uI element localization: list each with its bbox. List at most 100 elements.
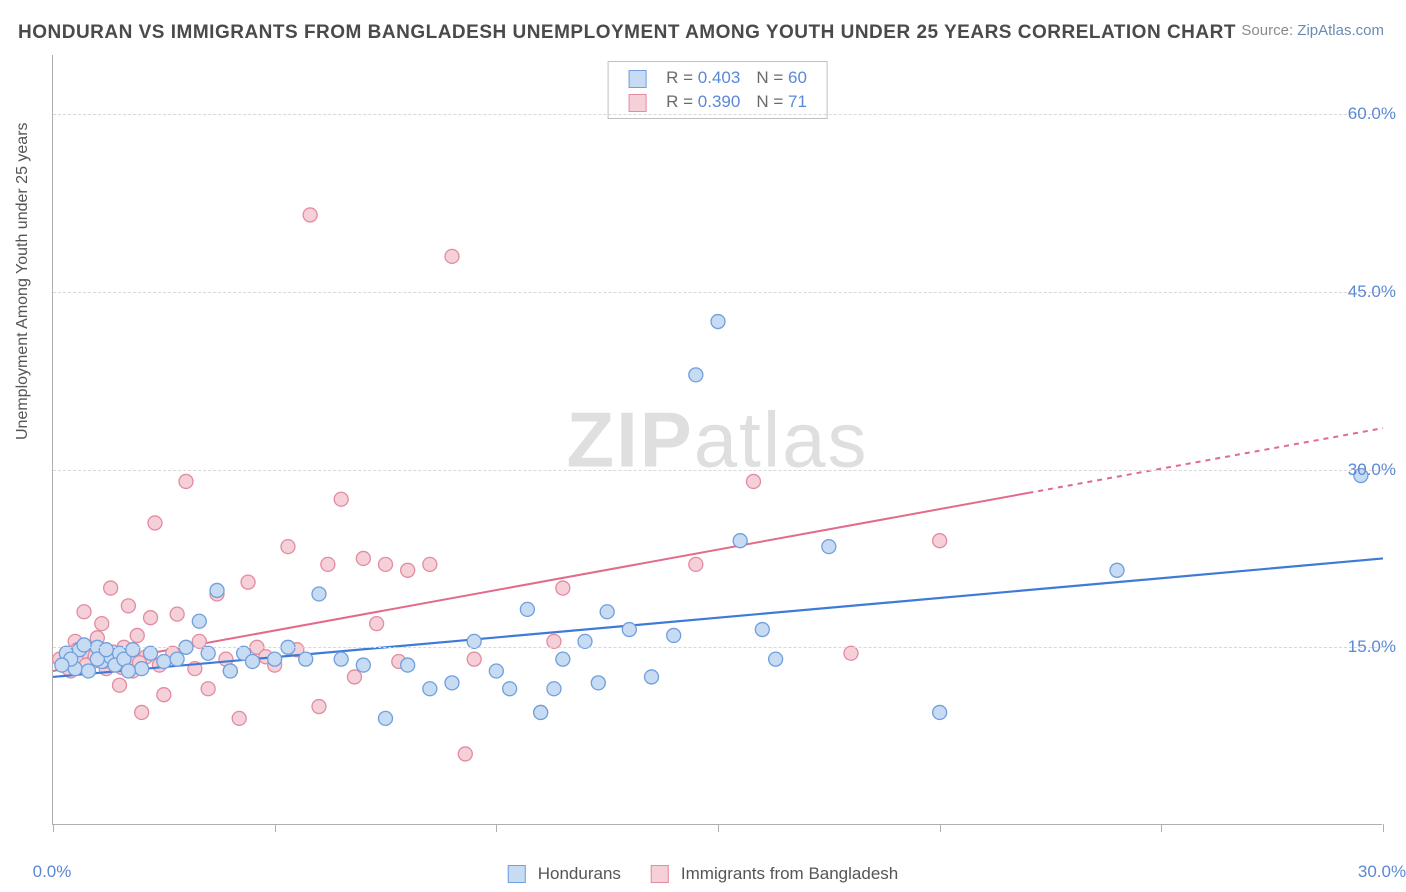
scatter-point-hondurans bbox=[379, 711, 393, 725]
scatter-point-hondurans bbox=[210, 583, 224, 597]
x-tick bbox=[1161, 824, 1162, 832]
source-prefix: Source: bbox=[1241, 22, 1297, 39]
scatter-point-hondurans bbox=[312, 587, 326, 601]
scatter-point-hondurans bbox=[622, 623, 636, 637]
scatter-point-bangladesh bbox=[356, 551, 370, 565]
scatter-point-hondurans bbox=[769, 652, 783, 666]
scatter-point-hondurans bbox=[503, 682, 517, 696]
scatter-point-bangladesh bbox=[157, 688, 171, 702]
scatter-svg bbox=[53, 55, 1382, 824]
scatter-point-hondurans bbox=[144, 646, 158, 660]
x-tick-label: 30.0% bbox=[1358, 862, 1406, 882]
y-axis-label: Unemployment Among Youth under 25 years bbox=[14, 122, 32, 440]
scatter-point-hondurans bbox=[246, 655, 260, 669]
scatter-point-hondurans bbox=[81, 664, 95, 678]
scatter-point-bangladesh bbox=[113, 678, 127, 692]
scatter-point-hondurans bbox=[591, 676, 605, 690]
scatter-point-hondurans bbox=[201, 646, 215, 660]
scatter-point-bangladesh bbox=[347, 670, 361, 684]
scatter-point-bangladesh bbox=[689, 557, 703, 571]
scatter-point-bangladesh bbox=[179, 474, 193, 488]
scatter-point-bangladesh bbox=[281, 540, 295, 554]
scatter-point-bangladesh bbox=[201, 682, 215, 696]
scatter-point-hondurans bbox=[423, 682, 437, 696]
y-tick-label: 15.0% bbox=[1348, 637, 1396, 657]
scatter-point-bangladesh bbox=[135, 705, 149, 719]
scatter-point-bangladesh bbox=[232, 711, 246, 725]
scatter-point-hondurans bbox=[467, 634, 481, 648]
scatter-point-bangladesh bbox=[370, 617, 384, 631]
scatter-point-bangladesh bbox=[241, 575, 255, 589]
y-tick-label: 60.0% bbox=[1348, 104, 1396, 124]
scatter-point-hondurans bbox=[711, 315, 725, 329]
scatter-point-hondurans bbox=[299, 652, 313, 666]
scatter-point-hondurans bbox=[578, 634, 592, 648]
scatter-point-bangladesh bbox=[104, 581, 118, 595]
scatter-point-hondurans bbox=[600, 605, 614, 619]
scatter-point-bangladesh bbox=[423, 557, 437, 571]
scatter-point-bangladesh bbox=[844, 646, 858, 660]
scatter-point-bangladesh bbox=[303, 208, 317, 222]
scatter-point-hondurans bbox=[933, 705, 947, 719]
plot-area: R = 0.403 N = 60 R = 0.390 N = 71 ZIPatl… bbox=[52, 55, 1382, 825]
scatter-point-bangladesh bbox=[445, 249, 459, 263]
x-tick bbox=[718, 824, 719, 832]
source-attribution: Source: ZipAtlas.com bbox=[1241, 22, 1384, 39]
scatter-point-hondurans bbox=[192, 614, 206, 628]
scatter-point-hondurans bbox=[77, 638, 91, 652]
legend-label: Immigrants from Bangladesh bbox=[681, 864, 898, 884]
scatter-point-hondurans bbox=[356, 658, 370, 672]
chart-title: HONDURAN VS IMMIGRANTS FROM BANGLADESH U… bbox=[18, 22, 1236, 44]
y-tick-label: 30.0% bbox=[1348, 460, 1396, 480]
scatter-point-hondurans bbox=[534, 705, 548, 719]
scatter-point-bangladesh bbox=[933, 534, 947, 548]
scatter-point-bangladesh bbox=[379, 557, 393, 571]
scatter-point-hondurans bbox=[733, 534, 747, 548]
scatter-point-hondurans bbox=[55, 658, 69, 672]
scatter-point-hondurans bbox=[445, 676, 459, 690]
x-tick bbox=[275, 824, 276, 832]
x-tick bbox=[1383, 824, 1384, 832]
scatter-point-bangladesh bbox=[321, 557, 335, 571]
scatter-point-bangladesh bbox=[547, 634, 561, 648]
scatter-point-hondurans bbox=[334, 652, 348, 666]
scatter-point-bangladesh bbox=[556, 581, 570, 595]
scatter-point-bangladesh bbox=[467, 652, 481, 666]
scatter-point-bangladesh bbox=[77, 605, 91, 619]
scatter-point-bangladesh bbox=[170, 607, 184, 621]
scatter-point-hondurans bbox=[489, 664, 503, 678]
scatter-point-bangladesh bbox=[148, 516, 162, 530]
scatter-point-bangladesh bbox=[130, 628, 144, 642]
source-link[interactable]: ZipAtlas.com bbox=[1297, 22, 1384, 39]
legend-item-bangladesh: Immigrants from Bangladesh bbox=[651, 864, 898, 884]
scatter-point-bangladesh bbox=[401, 563, 415, 577]
scatter-point-bangladesh bbox=[458, 747, 472, 761]
scatter-point-bangladesh bbox=[144, 611, 158, 625]
scatter-point-hondurans bbox=[667, 628, 681, 642]
scatter-point-hondurans bbox=[645, 670, 659, 684]
scatter-point-hondurans bbox=[1110, 563, 1124, 577]
x-tick bbox=[53, 824, 54, 832]
gridline bbox=[53, 470, 1382, 471]
scatter-point-hondurans bbox=[135, 662, 149, 676]
y-tick-label: 45.0% bbox=[1348, 282, 1396, 302]
scatter-point-hondurans bbox=[170, 652, 184, 666]
scatter-point-hondurans bbox=[822, 540, 836, 554]
scatter-point-hondurans bbox=[755, 623, 769, 637]
scatter-point-bangladesh bbox=[95, 617, 109, 631]
x-tick bbox=[940, 824, 941, 832]
scatter-point-bangladesh bbox=[334, 492, 348, 506]
scatter-point-hondurans bbox=[126, 643, 140, 657]
scatter-point-bangladesh bbox=[746, 474, 760, 488]
scatter-point-hondurans bbox=[689, 368, 703, 382]
scatter-point-bangladesh bbox=[312, 700, 326, 714]
series-legend: Hondurans Immigrants from Bangladesh bbox=[508, 864, 899, 884]
scatter-point-hondurans bbox=[268, 652, 282, 666]
legend-item-hondurans: Hondurans bbox=[508, 864, 621, 884]
gridline bbox=[53, 114, 1382, 115]
scatter-point-bangladesh bbox=[192, 634, 206, 648]
gridline bbox=[53, 292, 1382, 293]
scatter-point-hondurans bbox=[547, 682, 561, 696]
scatter-point-bangladesh bbox=[121, 599, 135, 613]
scatter-point-hondurans bbox=[401, 658, 415, 672]
